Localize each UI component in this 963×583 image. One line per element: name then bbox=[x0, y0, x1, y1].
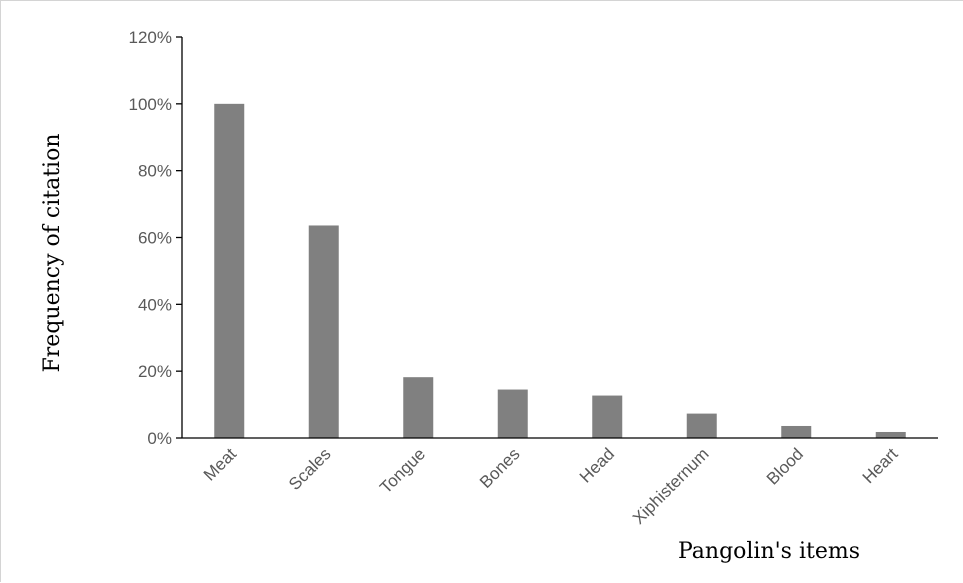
bar-head bbox=[592, 395, 623, 438]
bar-bones bbox=[497, 389, 528, 438]
x-tick-label: Meat bbox=[200, 444, 240, 484]
y-tick-label: 60% bbox=[138, 229, 172, 248]
x-tick-label: Heart bbox=[859, 444, 902, 487]
y-tick-label: 80% bbox=[138, 162, 172, 181]
bar-meat bbox=[214, 103, 245, 438]
y-axis: 0% 20% 40% 60% 80% 100% 120% bbox=[129, 28, 183, 448]
y-axis-title: Frequency of citation bbox=[40, 134, 65, 373]
x-tick-label: Scales bbox=[285, 444, 335, 494]
x-tick-label: Bones bbox=[476, 444, 524, 492]
bar-blood bbox=[781, 425, 812, 438]
y-tick-label: 0% bbox=[147, 429, 172, 448]
y-tick-label: 100% bbox=[129, 95, 172, 114]
x-axis-title: Pangolin's items bbox=[678, 539, 860, 564]
x-tick-label: Tongue bbox=[376, 444, 429, 497]
x-tick-label: Xiphisternum bbox=[629, 444, 713, 528]
y-tick-label: 120% bbox=[129, 28, 172, 47]
x-tick-label: Head bbox=[576, 444, 618, 486]
y-tick-label: 40% bbox=[138, 295, 172, 314]
bars bbox=[214, 103, 906, 438]
bar-tongue bbox=[403, 377, 434, 438]
x-axis: Meat Scales Tongue Bones Head Xiphisternum Blo… bbox=[182, 437, 938, 528]
x-tick-label: Blood bbox=[763, 444, 807, 488]
bar-heart bbox=[875, 431, 906, 438]
bar-xiphisternum bbox=[686, 413, 717, 438]
y-tick-label: 20% bbox=[138, 362, 172, 381]
bar-scales bbox=[308, 225, 339, 438]
